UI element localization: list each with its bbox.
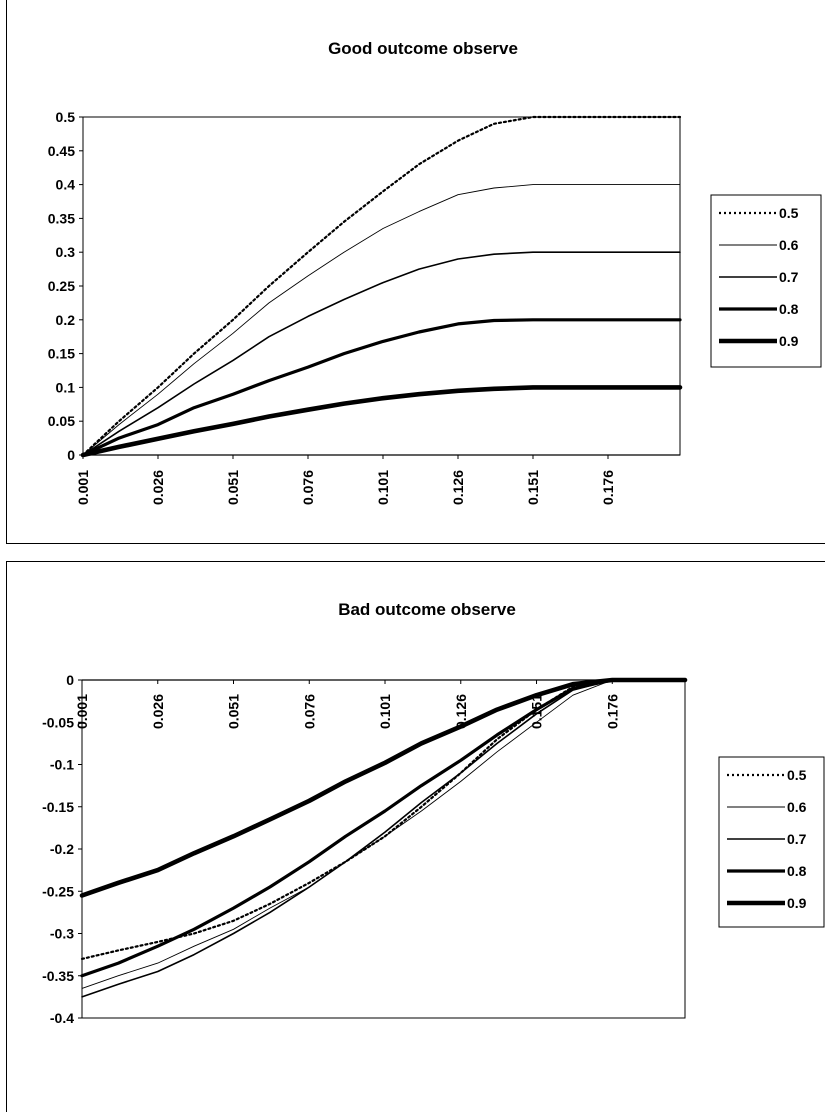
y-tick-label: 0 xyxy=(67,447,75,463)
y-tick-label: -0.05 xyxy=(42,714,74,730)
legend-label: 0.6 xyxy=(779,237,799,253)
chart-panel-bad: Bad outcome observe 0 -0.05 -0.1 -0.15 -0.2 -0… xyxy=(6,561,825,1112)
legend-label: 0.7 xyxy=(787,831,807,847)
x-tick-label: 0.076 xyxy=(300,470,316,505)
x-tick-label: 0.001 xyxy=(74,694,90,729)
y-tick-label: -0.35 xyxy=(42,968,74,984)
series-line-0-6 xyxy=(82,184,681,456)
plot-area xyxy=(81,679,686,1019)
x-tick-label: 0.076 xyxy=(301,694,317,729)
y-tick-label: 0.05 xyxy=(48,413,75,429)
legend-label: 0.6 xyxy=(787,799,807,815)
series-line-0-7 xyxy=(82,251,681,456)
y-tick-label: -0.1 xyxy=(50,757,74,773)
legend-label: 0.9 xyxy=(779,333,799,349)
series-line-0-8 xyxy=(80,678,687,978)
y-tick-label: 0.25 xyxy=(48,278,75,294)
legend-label: 0.5 xyxy=(779,205,799,221)
series-line-0-9 xyxy=(79,677,688,898)
y-tick-label: 0.45 xyxy=(48,143,75,159)
y-tick-label: 0.4 xyxy=(56,177,76,193)
legend-label: 0.8 xyxy=(787,863,807,879)
x-tick-label: 0.051 xyxy=(225,470,241,505)
legend-box xyxy=(710,194,822,368)
y-tick-label: 0.1 xyxy=(56,379,76,395)
x-tick-label: 0.126 xyxy=(450,470,466,505)
y-tick-label: -0.3 xyxy=(50,926,74,942)
series-line-0-9 xyxy=(80,385,683,458)
y-tick-label: 0.2 xyxy=(56,312,76,328)
x-tick-label: 0.126 xyxy=(453,694,469,729)
x-tick-label: 0.101 xyxy=(375,470,391,505)
x-tick-label: 0.101 xyxy=(377,694,393,729)
x-tick-label: 0.051 xyxy=(226,694,242,729)
series-line-0-6 xyxy=(81,679,686,989)
y-tick-label: -0.25 xyxy=(42,883,74,899)
y-tick-label: 0 xyxy=(66,672,74,688)
bad-outcome-chart: Bad outcome observe 0 -0.05 -0.1 -0.15 -0.2 -0… xyxy=(42,600,825,1026)
chart-title: Good outcome observe xyxy=(328,39,518,58)
y-tick-label: 0.3 xyxy=(56,244,76,260)
chart-panel-good: Good outcome observe 0.5 0.45 0.4 0.35 0.3 0.2… xyxy=(6,0,825,544)
x-tick-label: 0.001 xyxy=(75,470,91,505)
y-tick-label: 0.35 xyxy=(48,210,75,226)
legend-label: 0.5 xyxy=(787,767,807,783)
y-tick-label: -0.2 xyxy=(50,841,74,857)
y-tick-label: -0.4 xyxy=(50,1010,74,1026)
x-tick-label: 0.026 xyxy=(150,470,166,505)
x-tick-label: 0.176 xyxy=(600,470,616,505)
series-line-0-8 xyxy=(81,318,682,457)
legend-box xyxy=(718,756,825,928)
x-tick-label: 0.176 xyxy=(604,694,620,729)
y-tick-label: 0.5 xyxy=(56,109,76,125)
good-outcome-chart: Good outcome observe 0.5 0.45 0.4 0.35 0.3 0.2… xyxy=(48,39,822,505)
chart-title: Bad outcome observe xyxy=(338,600,516,619)
series-line-0-5 xyxy=(81,115,682,457)
x-tick-label: 0.026 xyxy=(150,694,166,729)
y-tick-label: 0.15 xyxy=(48,346,75,362)
x-tick-label: 0.151 xyxy=(525,470,541,505)
legend-label: 0.8 xyxy=(779,301,799,317)
plot-area xyxy=(82,116,681,456)
legend-label: 0.7 xyxy=(779,269,799,285)
y-tick-label: -0.15 xyxy=(42,799,74,815)
legend-label: 0.9 xyxy=(787,895,807,911)
